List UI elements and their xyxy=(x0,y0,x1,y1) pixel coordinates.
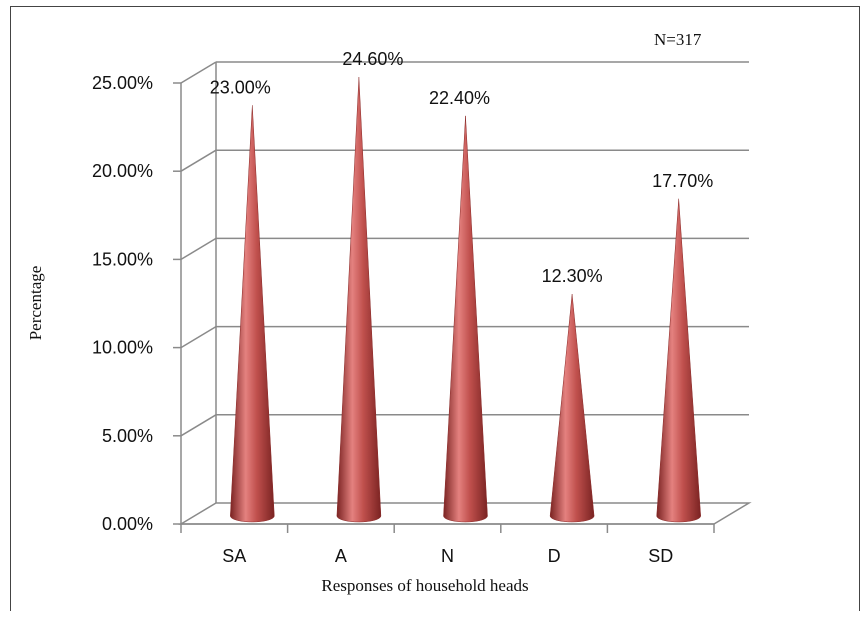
sample-size-note: N=317 xyxy=(654,30,702,49)
cone-d xyxy=(549,294,595,523)
data-label-a: 24.60% xyxy=(342,49,403,69)
cone-sa xyxy=(230,105,275,523)
gridline-diag xyxy=(180,61,217,84)
y-tick-label: 25.00% xyxy=(92,73,153,93)
data-label-n: 22.40% xyxy=(429,88,490,108)
gridline-diag xyxy=(180,414,217,437)
y-tick-label: 20.00% xyxy=(92,161,153,181)
x-tick-label-a: A xyxy=(335,546,347,566)
x-tick-label-n: N xyxy=(441,546,454,566)
cone-a xyxy=(336,77,382,523)
cone-n xyxy=(443,115,488,523)
gridline-diag xyxy=(180,325,217,349)
data-label-sd: 17.70% xyxy=(652,171,713,191)
x-tick-label-sa: SA xyxy=(222,546,246,566)
y-tick-label: 10.00% xyxy=(92,338,153,358)
cone-sd xyxy=(656,198,701,523)
gridline-diag xyxy=(180,237,217,261)
y-axis-title: Percentage xyxy=(26,266,45,341)
data-label-d: 12.30% xyxy=(542,266,603,286)
x-axis-title: Responses of household heads xyxy=(321,576,528,595)
chart-frame xyxy=(10,6,860,611)
x-tick-label-sd: SD xyxy=(648,546,673,566)
gridline-diag xyxy=(180,149,217,172)
y-tick-label: 5.00% xyxy=(102,426,153,446)
x-tick-label-d: D xyxy=(548,546,561,566)
y-tick-label: 0.00% xyxy=(102,514,153,534)
y-tick-label: 15.00% xyxy=(92,249,153,269)
data-label-sa: 23.00% xyxy=(210,77,271,97)
